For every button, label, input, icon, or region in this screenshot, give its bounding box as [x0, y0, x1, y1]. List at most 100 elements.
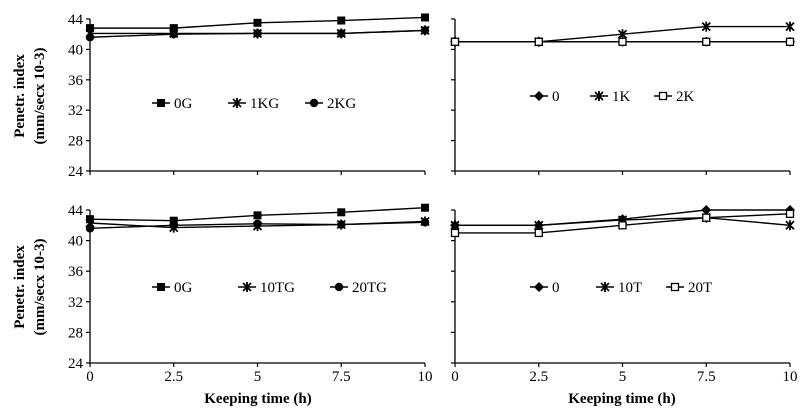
y-tick-label: 32	[68, 103, 83, 119]
data-point	[450, 37, 460, 46]
data-point	[534, 220, 544, 231]
x-tick-label: 5	[254, 369, 262, 385]
series-0G	[86, 13, 429, 33]
legend-item: 0	[530, 89, 560, 105]
data-point	[253, 18, 262, 27]
data-point	[785, 209, 795, 218]
data-point	[785, 37, 795, 46]
x-tick-label: 7.5	[697, 369, 716, 385]
legend: 0G 10TG 20TG	[152, 280, 387, 296]
x-axis-title-right: Keeping time (h)	[568, 391, 675, 407]
y-tick-label: 44	[68, 12, 84, 28]
data-point	[253, 211, 262, 220]
y-axis-title-bottom-line1: Penetr. index	[12, 245, 28, 329]
y-axis-title-bottom-line2: (mm/secx 10-3)	[32, 238, 48, 335]
series-2K	[450, 37, 795, 46]
data-point	[701, 205, 712, 215]
data-point	[169, 30, 178, 39]
legend-marker	[232, 98, 242, 108]
legend-marker	[534, 91, 544, 101]
y-tick-label: 24	[68, 356, 84, 372]
data-point	[420, 26, 430, 35]
legend-label: 1KG	[250, 96, 279, 112]
legend-marker	[594, 91, 604, 101]
legend-marker	[309, 98, 319, 108]
legend-item: 1KG	[228, 96, 279, 112]
panel-4: 0 2.5 5 7.5 10 0 10T 20T	[450, 205, 798, 385]
series-20T	[450, 209, 795, 238]
series-2KG	[85, 26, 430, 42]
data-point	[617, 29, 628, 40]
legend-item: 0	[530, 280, 560, 296]
series-20TG	[85, 218, 430, 233]
data-point	[85, 224, 95, 233]
data-point	[169, 221, 178, 230]
data-point	[86, 24, 94, 33]
legend: 0 10T 20T	[530, 280, 712, 296]
data-point	[420, 218, 430, 227]
data-point	[702, 213, 711, 222]
legend-item: 0G	[152, 96, 193, 112]
legend-marker	[658, 91, 668, 101]
y-axis-title-top-line1: Penetr. index	[12, 54, 28, 138]
legend-marker	[157, 283, 165, 291]
panel-1: 24 28 32 36 40 44 0G 1KG 2KG	[68, 12, 430, 180]
legend-label: 1K	[612, 89, 631, 105]
data-point	[253, 219, 262, 228]
legend-item: 10TG	[238, 280, 295, 296]
x-tick-label: 10	[418, 369, 433, 385]
y-tick-label: 44	[68, 203, 84, 219]
legend-item: 20T	[666, 280, 712, 296]
legend-marker	[334, 282, 344, 292]
legend-label: 0G	[174, 96, 193, 112]
legend-item: 1K	[590, 89, 631, 105]
legend-item: 20TG	[330, 280, 387, 296]
y-axis-title-top-line2: (mm/secx 10-3)	[32, 47, 48, 144]
data-point	[701, 21, 711, 32]
y-tick-label: 40	[68, 42, 83, 58]
y-tick-label: 28	[68, 325, 83, 341]
data-point	[337, 220, 346, 229]
panel-3: 24 28 32 36 40 44 0 2.5 5 7.5 10 0G 10TG 20TG	[68, 203, 433, 385]
data-point	[702, 37, 711, 46]
legend-item: 10T	[596, 280, 642, 296]
data-point	[337, 16, 346, 25]
data-point	[618, 37, 627, 46]
data-point	[421, 13, 429, 22]
x-tick-label: 7.5	[332, 369, 351, 385]
data-point	[85, 33, 95, 42]
legend: 0 1K 2K	[530, 89, 695, 105]
legend-label: 0	[552, 89, 560, 105]
x-tick-label: 0	[451, 369, 459, 385]
x-tick-label: 5	[619, 369, 627, 385]
y-tick-label: 32	[68, 295, 83, 311]
data-point	[421, 203, 429, 212]
legend-marker	[242, 282, 252, 292]
y-tick-label: 28	[68, 134, 83, 150]
legend-label: 2KG	[327, 96, 356, 112]
data-point	[253, 29, 262, 38]
data-point	[534, 37, 543, 46]
legend-label: 20TG	[352, 280, 387, 296]
x-tick-label: 0	[86, 369, 94, 385]
legend-label: 0	[552, 280, 560, 296]
data-point	[785, 220, 795, 231]
data-point	[337, 29, 346, 38]
panel-2: 0 1K 2K	[450, 18, 795, 175]
legend-marker	[157, 99, 165, 107]
legend-label: 10T	[618, 280, 642, 296]
legend-label: 2K	[676, 89, 695, 105]
legend-item: 2K	[654, 89, 695, 105]
x-tick-label: 2.5	[164, 369, 183, 385]
x-tick-label: 10	[783, 369, 798, 385]
x-axis-title-left: Keeping time (h)	[204, 391, 311, 407]
x-tick-label: 2.5	[529, 369, 548, 385]
legend-label: 0G	[174, 280, 193, 296]
legend-label: 10TG	[260, 280, 295, 296]
legend: 0G 1KG 2KG	[152, 96, 356, 112]
legend-marker	[600, 282, 610, 292]
data-point	[534, 228, 543, 238]
y-tick-label: 40	[68, 234, 83, 250]
y-tick-label: 36	[68, 264, 84, 280]
